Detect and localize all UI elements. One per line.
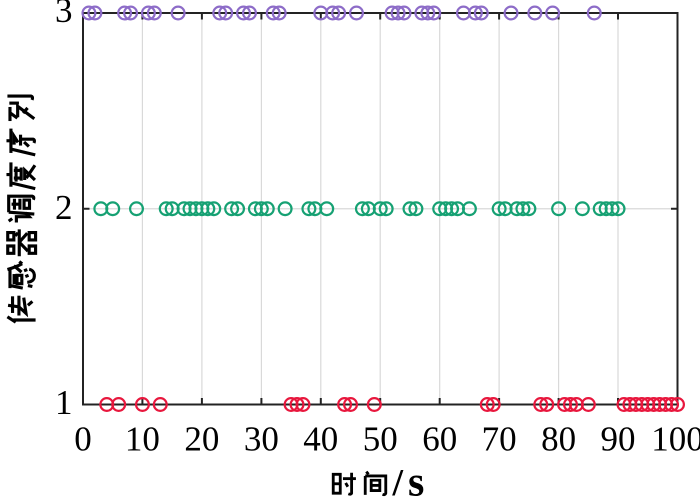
svg-text:s: s [408, 460, 424, 500]
svg-text:100: 100 [651, 420, 700, 459]
svg-text:30: 30 [244, 420, 279, 459]
svg-text:90: 90 [601, 420, 636, 459]
svg-text:0: 0 [74, 420, 92, 459]
svg-text:40: 40 [303, 420, 338, 459]
svg-text:20: 20 [184, 420, 219, 459]
svg-text:2: 2 [55, 188, 73, 227]
svg-text:3: 3 [55, 0, 73, 30]
svg-text:/: / [392, 462, 404, 500]
svg-text:50: 50 [363, 420, 398, 459]
svg-text:1: 1 [55, 383, 73, 422]
svg-text:70: 70 [482, 420, 517, 459]
svg-text:10: 10 [125, 420, 160, 459]
svg-text:60: 60 [422, 420, 457, 459]
svg-text:80: 80 [541, 420, 576, 459]
